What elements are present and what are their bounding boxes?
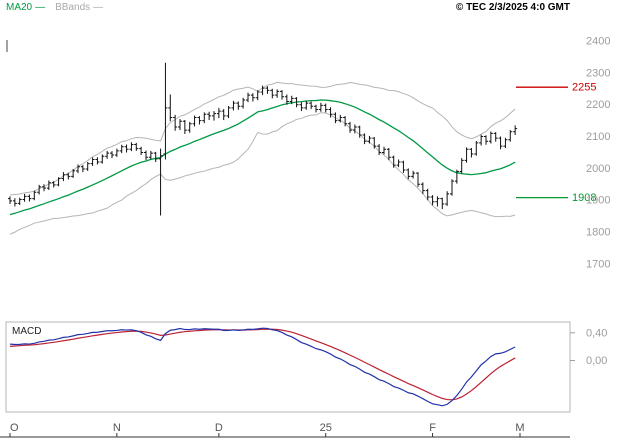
ma20-legend-label: MA20 — [6, 2, 33, 13]
macd-axis-tick-label: 0,00 — [586, 355, 607, 367]
y-axis-tick-label: 2200 — [586, 99, 610, 111]
y-axis-tick-label: 2300 — [586, 67, 610, 79]
bollinger-upper-band-line — [9, 81, 516, 196]
bbands-legend-swatch: — — [93, 2, 104, 13]
x-axis-tick-label: M — [515, 422, 524, 434]
y-axis-tick-label: 1900 — [586, 195, 610, 207]
macd-signal-line — [9, 328, 516, 401]
y-axis-tick-label: 2400 — [586, 36, 610, 48]
x-axis-tick-label: 25 — [320, 422, 332, 434]
level-label-1908: 1908 — [572, 192, 596, 204]
level-label-2255: 2255 — [572, 82, 596, 94]
macd-axis-tick-label: 0,40 — [586, 327, 607, 339]
ma20-legend-swatch: — — [35, 2, 46, 13]
macd-panel-border — [5, 321, 571, 413]
legend-item-bbands: BBands — — [55, 2, 103, 14]
y-axis-tick-label: 1800 — [586, 227, 610, 239]
y-axis-tick-label: 2100 — [586, 131, 610, 143]
macd-panel-label: MACD — [12, 326, 41, 337]
ohlc-bars — [8, 62, 518, 216]
y-axis-tick-label: 1700 — [586, 258, 610, 270]
macd-line — [9, 327, 516, 407]
y-axis-tick-label: 2000 — [586, 163, 610, 175]
x-axis-tick-label: D — [215, 422, 223, 434]
legend-item-ma20: MA20— — [6, 2, 45, 14]
legend: MA20— BBands — — [6, 2, 103, 14]
x-axis-tick-label: O — [10, 422, 19, 434]
x-axis-tick-label: F — [429, 422, 436, 434]
ma20-line — [9, 99, 516, 216]
copyright-text: © TEC 2/3/2025 4:0 GMT — [455, 2, 570, 13]
bollinger-lower-band-line — [9, 112, 516, 235]
x-axis-tick-label: N — [113, 422, 121, 434]
bbands-legend-label: BBands — [55, 2, 91, 13]
